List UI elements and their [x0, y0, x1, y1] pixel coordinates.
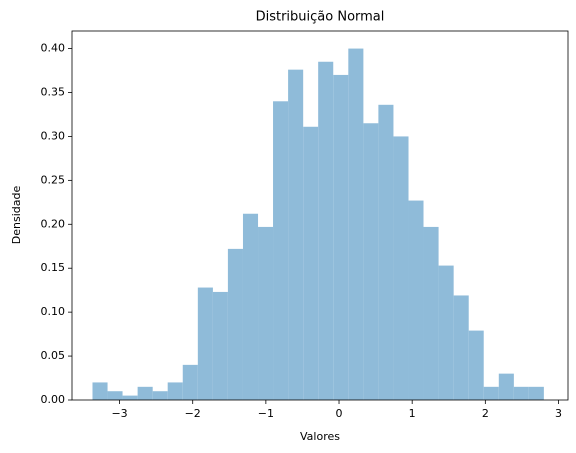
y-tick-label: 0.25 [41, 173, 66, 186]
bar [288, 69, 304, 401]
bar [513, 386, 529, 400]
bar [318, 61, 334, 400]
y-tick-label: 0.10 [41, 305, 66, 318]
x-tick-label: 2 [482, 407, 489, 420]
y-tick-label: 0.00 [41, 393, 66, 406]
x-tick-label: −3 [111, 407, 127, 420]
x-axis-label: Valores [300, 430, 340, 443]
bar [197, 287, 213, 400]
bar [258, 226, 274, 400]
chart-title: Distribuição Normal [256, 10, 385, 25]
bar [137, 386, 153, 400]
y-tick-label: 0.30 [41, 129, 66, 142]
x-tick-label: 3 [555, 407, 562, 420]
bar [453, 295, 469, 400]
y-tick-label: 0.05 [41, 349, 66, 362]
bar [227, 248, 243, 400]
bar [468, 330, 484, 400]
bar [212, 291, 228, 400]
bar [273, 101, 289, 401]
bar [92, 382, 108, 400]
bar [438, 265, 454, 400]
bar [242, 213, 259, 400]
bar [303, 126, 319, 400]
bar [498, 373, 514, 400]
y-tick-label: 0.40 [41, 42, 66, 55]
bar [528, 386, 544, 400]
y-tick-label: 0.20 [41, 217, 66, 230]
bar [483, 386, 499, 400]
bar [152, 391, 168, 400]
y-tick-label: 0.35 [41, 86, 66, 99]
y-axis-label: Densidade [10, 186, 23, 245]
plot-frame [71, 30, 569, 401]
bar [107, 391, 123, 400]
bar [348, 48, 364, 400]
x-tick-label: −2 [185, 407, 201, 420]
x-tick-label: −1 [258, 407, 274, 420]
bar [182, 364, 198, 400]
x-tick-label: 1 [409, 407, 416, 420]
bar [393, 136, 409, 400]
bar [378, 104, 394, 401]
y-tick-label: 0.15 [41, 261, 66, 274]
bar [423, 226, 439, 400]
bar [167, 382, 183, 400]
x-tick-label: 0 [336, 407, 343, 420]
bar [363, 123, 379, 400]
bar [408, 200, 424, 400]
bar [333, 74, 349, 400]
bar [122, 395, 138, 400]
